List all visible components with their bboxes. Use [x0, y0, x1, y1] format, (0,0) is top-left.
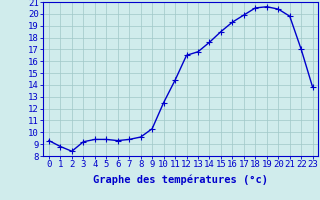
X-axis label: Graphe des températures (°c): Graphe des températures (°c) [93, 175, 268, 185]
